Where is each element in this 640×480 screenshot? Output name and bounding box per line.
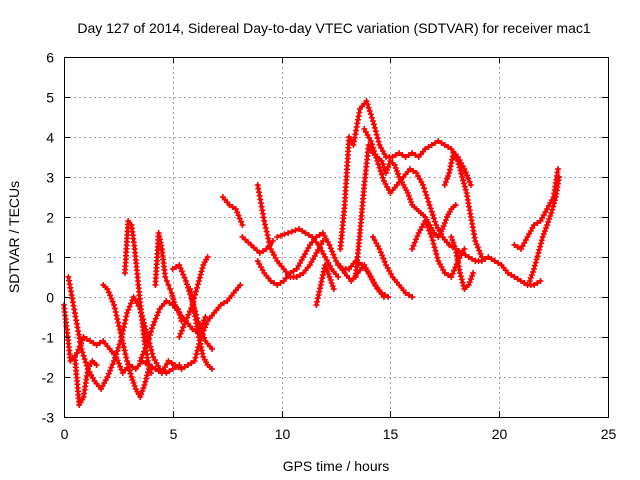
series-sat-p [313,262,337,308]
y-tick-label: 1 [46,250,54,266]
series-sat-r [337,98,474,252]
y-tick-label: -2 [42,370,55,386]
series-markers [526,174,562,284]
series-markers [187,286,215,372]
y-tick-label: 2 [46,210,54,226]
series-sat-b [65,274,183,392]
series-markers [313,262,337,308]
series-sat-q [335,262,387,300]
series-markers [274,226,342,280]
x-tick-label: 0 [61,426,69,442]
series-sat-z [526,174,562,284]
series-markers [121,218,154,376]
series-sat-i [176,254,211,340]
series-sat-k [219,194,246,228]
series-markers [254,182,326,280]
series-markers [352,142,459,280]
y-tick-label: 4 [46,130,54,146]
y-tick-label: -1 [42,330,55,346]
series-sat-x [448,234,477,292]
axis-ticks: 0 5 10 15 20 25 -3 -2 -1 0 1 2 3 4 5 6 [42,50,617,443]
y-tick-label: 3 [46,170,54,186]
series-markers [335,262,387,300]
x-tick-label: 20 [492,426,508,442]
chart-title: Day 127 of 2014, Sidereal Day-to-day VTE… [77,20,590,36]
series-sat-c [71,354,100,408]
series-sat-g [152,230,185,324]
y-tick-label: 0 [46,290,54,306]
data-series [61,98,562,408]
series-markers [219,194,246,228]
series-sat-y [511,166,561,252]
series-sat-j [187,286,215,372]
y-tick-label: 6 [46,50,54,66]
x-axis-label: GPS time / hours [283,458,390,474]
plot-frame [64,57,609,418]
series-markers [448,234,477,292]
series-sat-w [441,150,485,260]
series-sat-u [370,234,416,300]
series-markers [100,282,152,400]
series-sat-d [100,282,152,400]
x-tick-label: 5 [170,426,178,442]
series-markers [71,354,100,408]
x-tick-label: 10 [275,426,291,442]
y-tick-label: -3 [42,410,55,426]
series-sat-o [274,226,342,280]
series-markers [370,234,416,300]
series-trace [123,219,153,375]
x-tick-label: 25 [601,426,617,442]
series-sat-e [121,218,154,376]
series-sat-s [352,142,459,280]
series-markers [441,150,485,260]
series-markers [152,230,185,324]
y-tick-label: 5 [46,90,54,106]
y-axis-label: SDTVAR / TECUs [6,181,22,293]
x-tick-label: 15 [383,426,399,442]
series-sat-m [254,182,326,280]
